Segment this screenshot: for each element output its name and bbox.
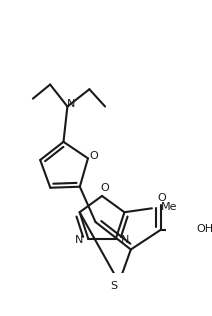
Text: OH: OH <box>196 224 212 234</box>
Text: N: N <box>67 99 75 109</box>
Text: N: N <box>121 235 130 245</box>
Text: O: O <box>158 193 167 203</box>
Text: O: O <box>100 183 109 193</box>
Text: S: S <box>110 281 117 291</box>
Text: Me: Me <box>161 202 178 212</box>
Text: N: N <box>75 235 83 245</box>
Text: O: O <box>90 151 99 161</box>
